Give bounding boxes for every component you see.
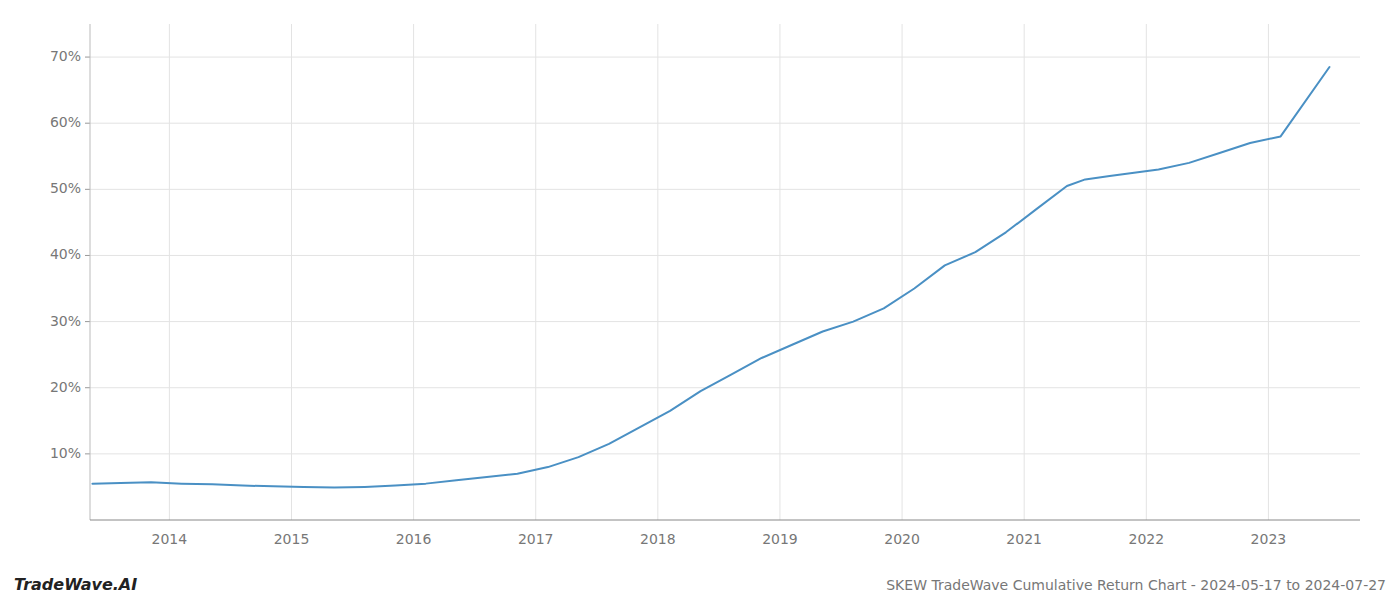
x-grid-line (657, 24, 658, 520)
x-grid-line (535, 24, 536, 520)
y-tick (85, 123, 90, 124)
x-tick-label: 2019 (762, 531, 798, 547)
y-tick-label: 30% (50, 313, 81, 329)
x-grid-line (169, 24, 170, 520)
y-tick (85, 387, 90, 388)
y-axis-line (90, 24, 91, 520)
y-grid-line (90, 453, 1360, 454)
y-grid-line (90, 189, 1360, 190)
y-tick-label: 50% (50, 180, 81, 196)
y-grid-line (90, 321, 1360, 322)
x-tick-label: 2016 (396, 531, 432, 547)
x-grid-line (1024, 24, 1025, 520)
watermark: TradeWave.AI (14, 575, 137, 594)
x-grid-line (1146, 24, 1147, 520)
axes: 10% 20% 30% 40% 50% 60% 70% 2014 2015 2016 2017 201… (50, 24, 1360, 547)
y-tick-label: 40% (50, 246, 81, 262)
x-tick-label: 2018 (640, 531, 676, 547)
y-tick (85, 189, 90, 190)
x-tick-label: 2014 (152, 531, 188, 547)
x-grid-line (779, 24, 780, 520)
x-tick-label: 2023 (1251, 531, 1287, 547)
chart: 10% 20% 30% 40% 50% 60% 70% 2014 2015 2016 2017 201… (0, 0, 1400, 600)
return-line (92, 67, 1329, 488)
y-tick (85, 57, 90, 58)
x-tick-label: 2021 (1006, 531, 1042, 547)
title: SKEW TradeWave Cumulative Return Chart -… (886, 577, 1386, 593)
y-grid-line (90, 123, 1360, 124)
x-grid-line (902, 24, 903, 520)
y-grid-line (90, 255, 1360, 256)
y-tick-label: 20% (50, 379, 81, 395)
x-tick-label: 2020 (884, 531, 920, 547)
grid (90, 24, 1360, 520)
x-tick-label: 2017 (518, 531, 554, 547)
x-axis-line (90, 520, 1360, 521)
x-tick-label: 2015 (274, 531, 310, 547)
y-grid-line (90, 57, 1360, 58)
y-grid-line (90, 387, 1360, 388)
x-grid-line (1268, 24, 1269, 520)
plot-area (92, 67, 1329, 488)
x-grid-line (291, 24, 292, 520)
y-tick (85, 321, 90, 322)
y-tick-label: 70% (50, 48, 81, 64)
x-grid-line (413, 24, 414, 520)
y-tick-label: 60% (50, 114, 81, 130)
y-tick (85, 255, 90, 256)
background (0, 0, 1400, 600)
x-tick-label: 2022 (1128, 531, 1164, 547)
y-tick-label: 10% (50, 445, 81, 461)
y-tick (85, 453, 90, 454)
